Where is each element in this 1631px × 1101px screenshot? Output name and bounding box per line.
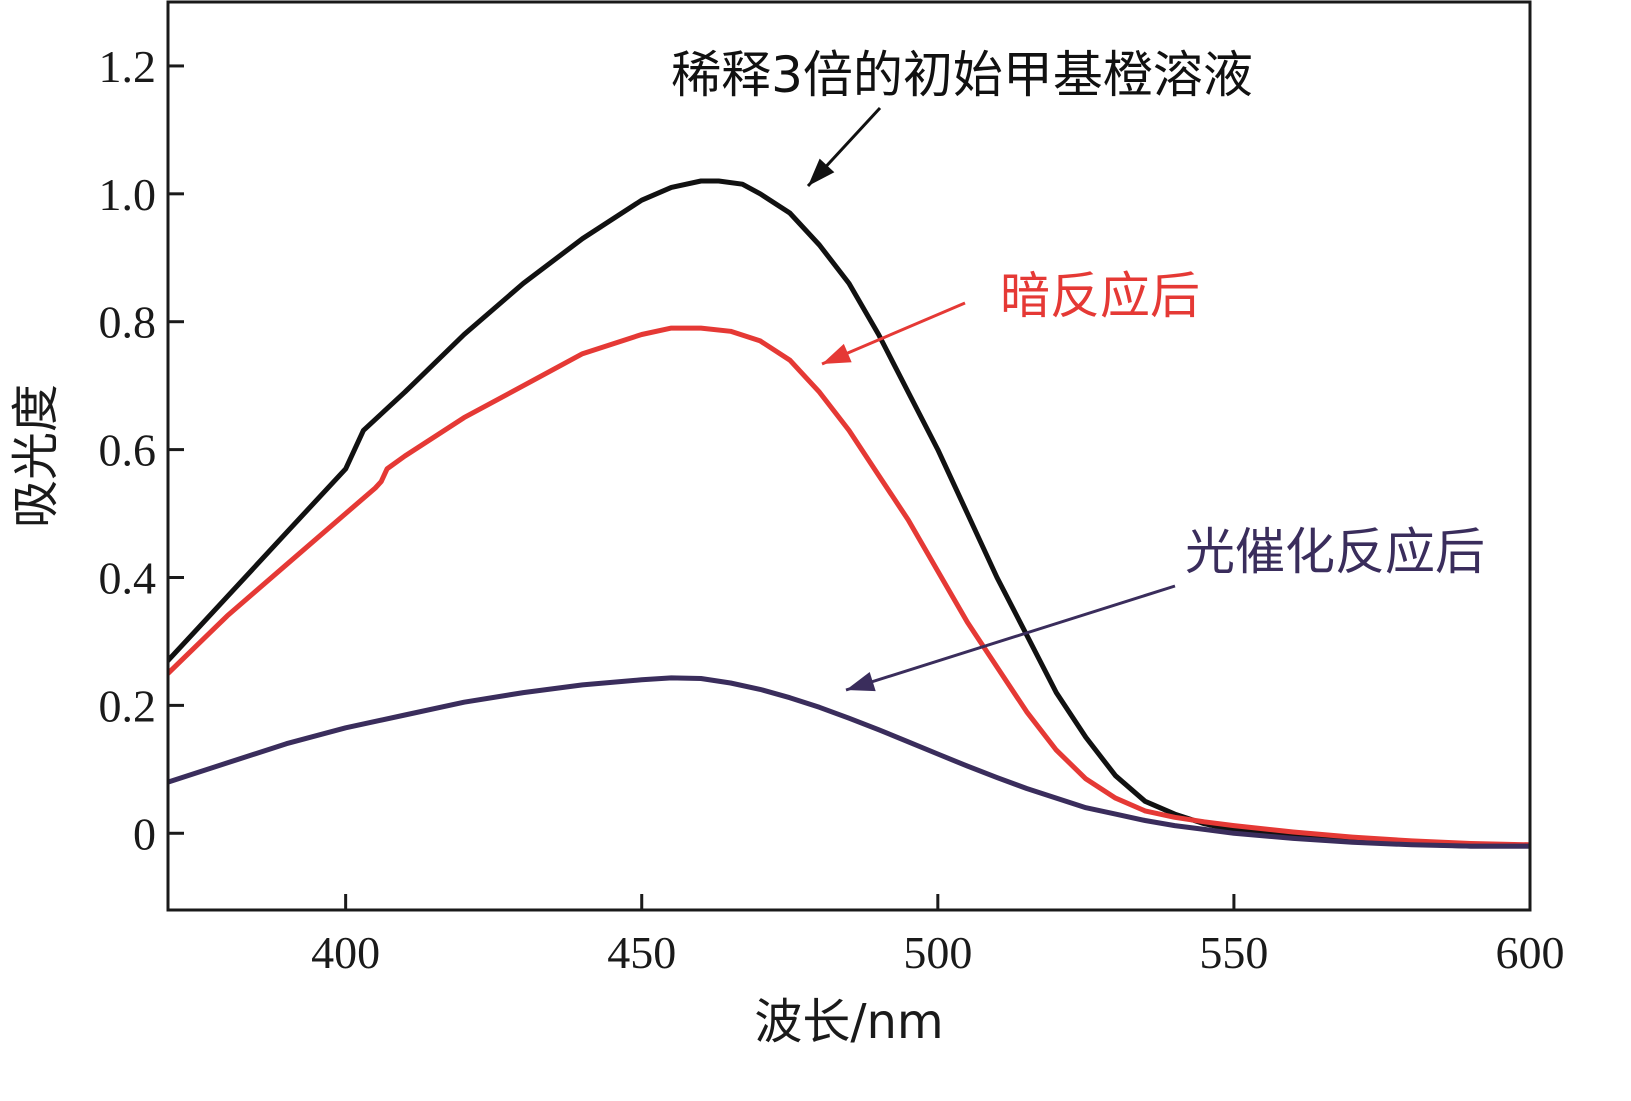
y-tick-label: 0.4 (99, 552, 157, 603)
y-tick-label: 0.2 (99, 680, 157, 731)
annotation-arrow-head (822, 343, 852, 364)
x-tick-label: 600 (1496, 927, 1565, 978)
x-axis-title: 波长/nm (754, 994, 943, 1050)
plot-frame (166, 0, 1532, 912)
y-tick-label: 0.6 (99, 425, 157, 476)
y-tick-label: 0.8 (99, 297, 157, 348)
series-line-2 (168, 675, 1530, 849)
annotation-dark-reaction: 暗反应后 (1000, 267, 1200, 325)
annotation-arrow-head (846, 672, 876, 692)
x-tick-label: 400 (311, 927, 380, 978)
annotation-arrow-head (808, 158, 835, 186)
tick-layer: 400 450 500 550 600 0 0.2 0.4 0.6 0.8 1.0 1.2 (99, 41, 1565, 978)
y-tick-label: 1.0 (99, 169, 157, 220)
y-axis-title: 吸光度 (8, 384, 64, 528)
series-line-1 (168, 325, 1530, 848)
x-tick-label: 450 (607, 927, 676, 978)
annotation-arrows (806, 106, 1176, 692)
x-tick-label: 500 (903, 927, 972, 978)
series-line-0 (168, 178, 1530, 849)
x-tick-label: 550 (1199, 927, 1268, 978)
series-layer (168, 178, 1530, 849)
annotation-photocatalysis: 光催化反应后 (1185, 523, 1485, 581)
y-tick-label: 0 (133, 808, 156, 859)
y-tick-label: 1.2 (99, 41, 157, 92)
annotation-arrow-line (845, 584, 1176, 692)
annotation-initial-solution: 稀释3倍的初始甲基橙溶液 (671, 46, 1253, 104)
